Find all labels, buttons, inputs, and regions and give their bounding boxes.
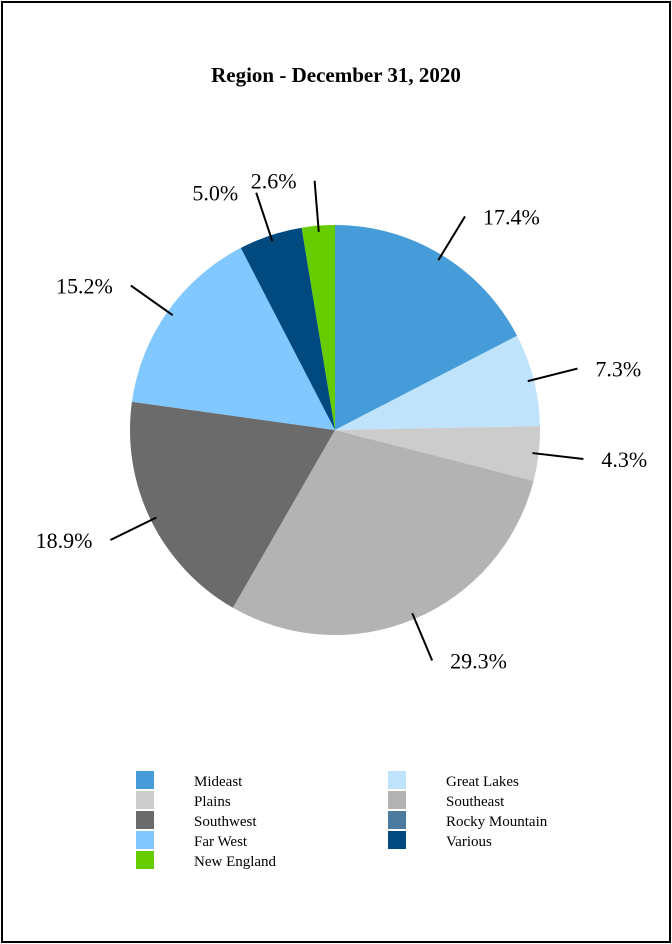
leader-line-far-west bbox=[130, 284, 174, 316]
slice-new-england bbox=[301, 225, 335, 430]
legend-label: Far West bbox=[194, 834, 248, 850]
data-label-mideast: 17.4% bbox=[483, 204, 540, 229]
legend-item-great-lakes: Great Lakes bbox=[388, 771, 519, 790]
data-label-great-lakes: 7.3% bbox=[595, 357, 641, 382]
leader-line-various bbox=[255, 192, 274, 242]
legend-label: Various bbox=[446, 834, 492, 850]
legend-label: Southeast bbox=[446, 794, 505, 810]
legend-item-new-england: New England bbox=[136, 851, 277, 870]
legend-swatch bbox=[136, 851, 154, 869]
legend-item-plains: Plains bbox=[136, 791, 231, 810]
leader-line-mideast bbox=[437, 215, 466, 261]
legend-swatch bbox=[136, 831, 154, 849]
legend-item-mideast: Mideast bbox=[136, 771, 243, 790]
legend-label: Great Lakes bbox=[446, 774, 519, 790]
legend-swatch bbox=[136, 811, 154, 829]
data-label-plains: 4.3% bbox=[601, 447, 647, 472]
slice-various bbox=[240, 227, 335, 430]
legend-label: Plains bbox=[194, 794, 231, 810]
data-label-southeast: 29.3% bbox=[450, 648, 507, 673]
chart-title: Region - December 31, 2020 bbox=[211, 63, 461, 87]
leader-line-plains bbox=[532, 452, 584, 460]
slice-mideast bbox=[335, 225, 518, 430]
slice-plains bbox=[335, 426, 540, 481]
slice-great-lakes bbox=[335, 335, 540, 430]
legend-item-southwest: Southwest bbox=[136, 811, 257, 830]
data-label-new-england: 2.6% bbox=[251, 169, 297, 194]
data-label-far-west: 15.2% bbox=[56, 274, 113, 299]
legend-swatch bbox=[136, 791, 154, 809]
data-label-southwest: 18.9% bbox=[36, 528, 93, 553]
leader-line-great-lakes bbox=[527, 367, 578, 383]
legend-item-various: Various bbox=[388, 831, 492, 850]
legend-item-rocky-mountain: Rocky Mountain bbox=[388, 811, 548, 830]
slice-southeast bbox=[232, 430, 534, 635]
legend-swatch bbox=[388, 771, 406, 789]
slice-southwest bbox=[130, 401, 335, 608]
legend-swatch bbox=[136, 771, 154, 789]
leader-line-new-england bbox=[313, 180, 320, 232]
legend-label: Southwest bbox=[194, 814, 257, 830]
legend-label: New England bbox=[194, 854, 277, 870]
legend-item-far-west: Far West bbox=[136, 831, 248, 850]
legend-label: Rocky Mountain bbox=[446, 814, 548, 830]
leader-line-southwest bbox=[109, 516, 157, 541]
legend-swatch bbox=[388, 831, 406, 849]
legend-label: Mideast bbox=[194, 774, 243, 790]
legend-item-southeast: Southeast bbox=[388, 791, 505, 810]
legend-swatch bbox=[388, 791, 406, 809]
data-label-various: 5.0% bbox=[192, 181, 238, 206]
leader-line-southeast bbox=[411, 612, 434, 661]
slice-far-west bbox=[131, 247, 335, 430]
legend-swatch bbox=[388, 811, 406, 829]
